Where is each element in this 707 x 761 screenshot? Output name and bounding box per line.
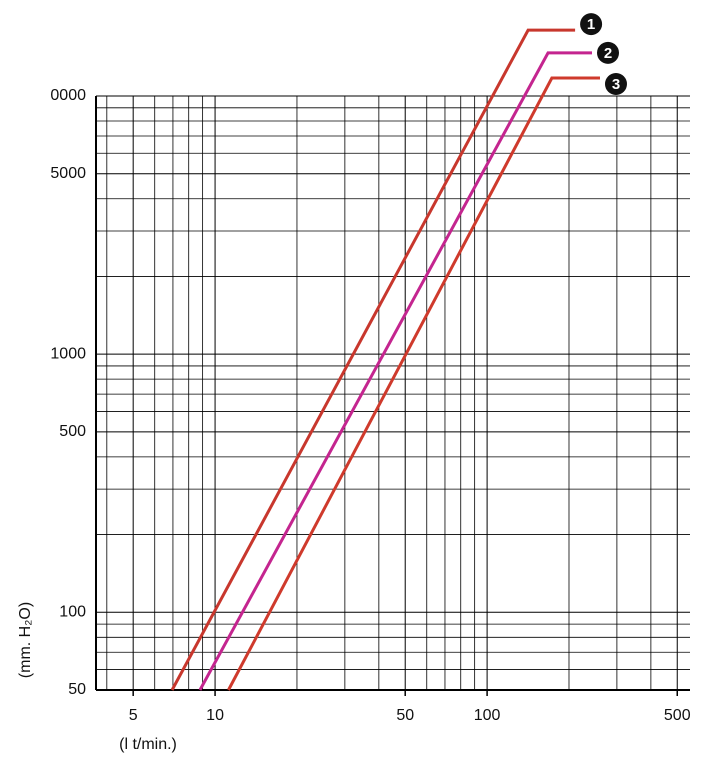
- y-tick-label: 5000: [50, 165, 86, 182]
- data-line: [170, 28, 576, 691]
- x-tick-label: 100: [474, 707, 501, 724]
- data-line: [227, 76, 600, 691]
- legend-badge: [597, 41, 620, 64]
- y-tick-label: 50: [68, 681, 86, 698]
- y-tick-label: 100: [59, 604, 86, 621]
- x-tick-label: 50: [396, 707, 414, 724]
- data-line: [198, 51, 593, 691]
- y-tick-label: 0000: [50, 87, 86, 104]
- x-tick-label: 5: [129, 707, 138, 724]
- legend-label: 3: [612, 76, 620, 93]
- y-tick-label: 1000: [50, 345, 86, 362]
- x-axis-label: (l t/min.): [119, 736, 177, 753]
- x-tick-label: 10: [206, 707, 224, 724]
- legend-badge: [604, 73, 627, 96]
- x-tick-label: 500: [664, 707, 691, 724]
- legend-label: 1: [587, 16, 595, 33]
- y-tick-label: 500: [59, 423, 86, 440]
- legend-badge: [580, 13, 603, 36]
- y-axis-label: (mm. H₂O): [17, 602, 34, 678]
- legend-label: 2: [604, 45, 612, 62]
